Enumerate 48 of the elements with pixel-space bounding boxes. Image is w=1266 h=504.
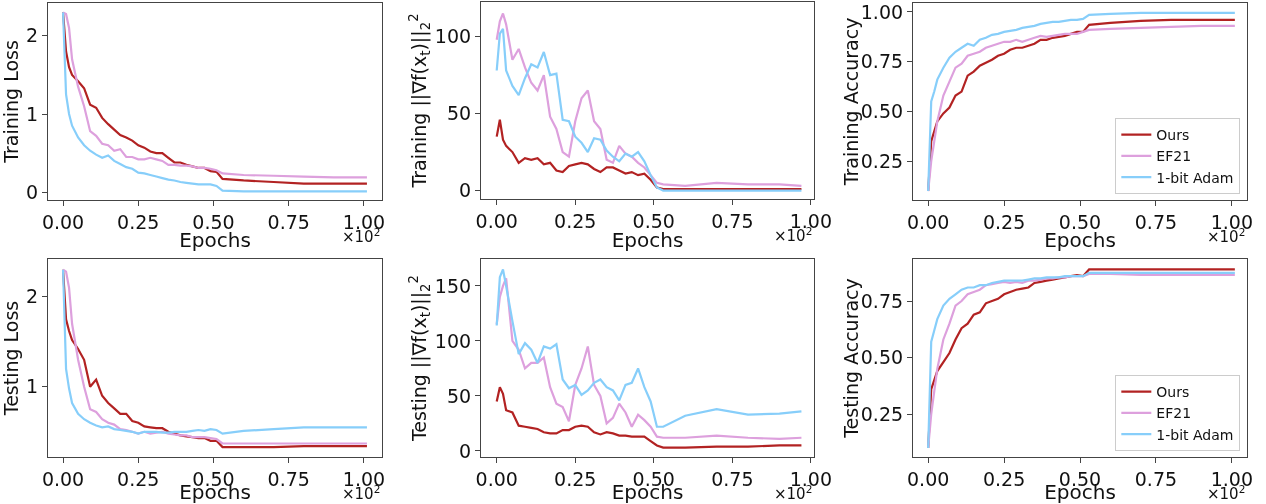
x-tick-label: 0.75 <box>1134 210 1178 233</box>
y-tick-label: 1.00 <box>860 0 904 23</box>
y-axis-title: Training Accuracy <box>840 17 862 187</box>
x-tick-label: 0.25 <box>117 210 160 233</box>
y-axis-title: Testing Accuracy <box>840 278 862 439</box>
x-tick-label: 0.75 <box>267 467 310 490</box>
x-tick-label: 0.25 <box>982 467 1026 490</box>
x-tick-label: 0.75 <box>711 467 754 490</box>
y-tick-label: 0 <box>26 180 39 203</box>
x-tick-label: 0.25 <box>982 210 1026 233</box>
y-axis-title: Training Loss <box>0 40 22 164</box>
y-tick-label: 0.75 <box>860 50 904 73</box>
y-tick-label: 0.25 <box>860 149 904 172</box>
y-tick-label: 100 <box>434 329 472 352</box>
line-series <box>495 118 803 191</box>
y-tick-label: 2 <box>26 24 39 47</box>
x-tick-label: 0.00 <box>475 209 518 232</box>
y-tick-label: 0 <box>459 439 472 462</box>
y-tick-label: 150 <box>434 274 472 297</box>
x-tick-label: 0.00 <box>475 467 518 490</box>
x-tick-label: 0.00 <box>41 467 85 490</box>
legend-label: EF21 <box>1156 148 1192 165</box>
x-tick-label: 0.25 <box>117 467 160 490</box>
legend-label: EF21 <box>1156 405 1192 422</box>
y-tick-label: 0.50 <box>860 346 904 369</box>
y-tick-label: 0 <box>459 179 472 202</box>
line-series <box>495 386 803 449</box>
y-tick-label: 0.25 <box>860 402 904 425</box>
legend-label: 1-bit Adam <box>1156 426 1234 443</box>
y-tick-label: 1 <box>26 375 39 398</box>
legend-label: Ours <box>1156 384 1190 401</box>
y-tick-label: 1 <box>26 102 39 125</box>
x-tick-label: 0.00 <box>41 210 85 233</box>
legend-label: Ours <box>1156 127 1190 144</box>
y-axis-title: Testing Loss <box>0 300 22 417</box>
x-tick-label: 0.00 <box>907 210 950 233</box>
x-tick-label: 0.75 <box>711 209 754 232</box>
y-tick-label: 0.75 <box>860 289 904 312</box>
x-tick-label: 0.25 <box>554 209 597 232</box>
y-tick-label: 100 <box>434 25 472 48</box>
y-tick-label: 50 <box>446 102 472 125</box>
y-tick-label: 2 <box>26 285 39 308</box>
x-tick-label: 0.00 <box>907 467 950 490</box>
x-tick-label: 0.75 <box>1134 467 1178 490</box>
legend-label: 1-bit Adam <box>1156 169 1234 186</box>
x-tick-label: 0.25 <box>554 467 597 490</box>
y-tick-label: 50 <box>446 384 472 407</box>
x-tick-label: 0.75 <box>267 210 310 233</box>
